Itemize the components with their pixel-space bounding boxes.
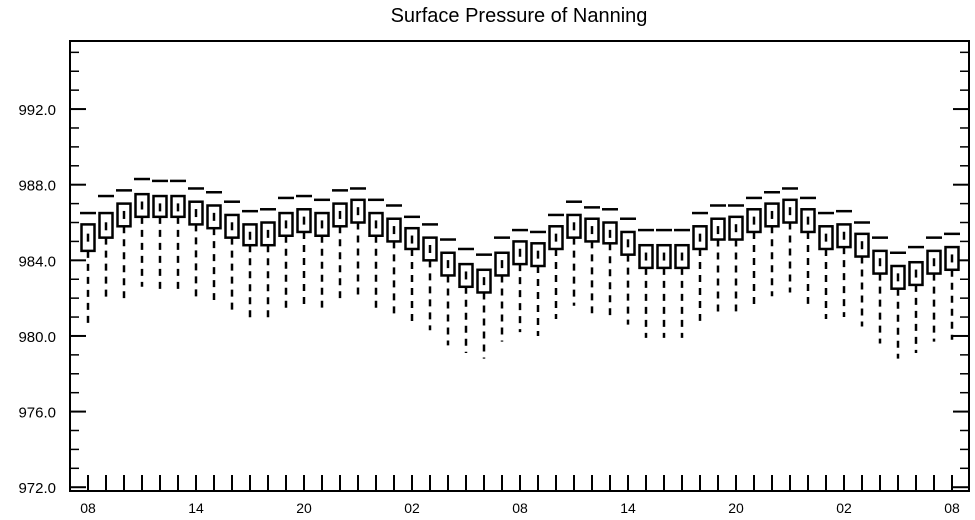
x-tick-label: 02 (836, 500, 852, 516)
box-plot-item (350, 187, 366, 297)
x-tick-label: 08 (80, 500, 96, 516)
box-plot-item (872, 236, 888, 344)
box-plot-item (314, 198, 330, 308)
x-tick-label: 08 (512, 500, 528, 516)
x-tick-label: 08 (944, 500, 960, 516)
box-plot-item (278, 196, 294, 310)
box-plot-item (530, 230, 546, 336)
box-plot-item (656, 228, 672, 338)
box-plot-item (476, 253, 492, 359)
box-plot-item (152, 179, 168, 291)
box-plot-item (890, 251, 906, 359)
box-plot-item (440, 238, 456, 346)
box-plot-item (458, 247, 474, 353)
box-plot-item (674, 228, 690, 338)
box-plot-item (494, 236, 510, 342)
box-plot-item (170, 179, 186, 293)
box-plot-item (548, 213, 564, 319)
box-plot-item (818, 211, 834, 319)
chart-title: Surface Pressure of Nanning (391, 5, 648, 27)
box-plot-item (206, 191, 222, 301)
box-plot-item (224, 200, 240, 312)
box-plot-item (188, 187, 204, 299)
box-plot-item (692, 211, 708, 321)
box-plot-item (800, 196, 816, 304)
box-plot-item (620, 217, 636, 325)
plot-frame (69, 40, 970, 492)
x-tick-label: 20 (296, 500, 312, 516)
x-tick-label: 14 (620, 500, 636, 516)
box-plot-item (746, 196, 762, 306)
x-tick-label: 02 (404, 500, 420, 516)
box-plot-item (134, 177, 150, 287)
box-plot-item (638, 228, 654, 338)
box-plot-item (116, 189, 132, 299)
box-plot-item (296, 194, 312, 306)
y-axis: 972.0 976.0 980.0 984.0 988.0 992.0 (18, 51, 969, 497)
y-tick-label: 976.0 (18, 405, 56, 422)
box-plot-item (566, 200, 582, 306)
y-tick-label: 980.0 (18, 329, 56, 346)
box-plot-item (710, 204, 726, 314)
box-plot-item (242, 209, 258, 319)
x-tick-label: 20 (728, 500, 744, 516)
box-plot-item (422, 223, 438, 331)
y-tick-label: 984.0 (18, 253, 56, 270)
y-tick-label: 992.0 (18, 102, 56, 119)
box-plot-item (332, 189, 348, 299)
box-plot-item (836, 209, 852, 318)
box-plot-item (584, 206, 600, 314)
x-tick-label: 14 (188, 500, 204, 516)
y-tick-label: 972.0 (18, 480, 56, 497)
box-plot-item (80, 211, 96, 327)
x-axis: 08 14 20 02 08 14 20 02 08 (80, 475, 960, 516)
box-plot-item (728, 204, 744, 312)
box-plot-item (782, 187, 798, 293)
box-plot-item (404, 215, 420, 323)
box-series (80, 177, 960, 359)
box-plot-item (260, 208, 276, 319)
box-plot-item (854, 221, 870, 327)
box-plot-item (926, 236, 942, 342)
box-plot-item (386, 204, 402, 318)
box-plot-item (98, 194, 114, 302)
box-plot-item (944, 232, 960, 340)
box-plot-item (512, 228, 528, 333)
box-plot-item (764, 191, 780, 297)
box-plot-item (602, 208, 618, 316)
box-plot-item (908, 245, 924, 353)
box-plot-item (368, 198, 384, 310)
y-tick-label: 988.0 (18, 178, 56, 195)
